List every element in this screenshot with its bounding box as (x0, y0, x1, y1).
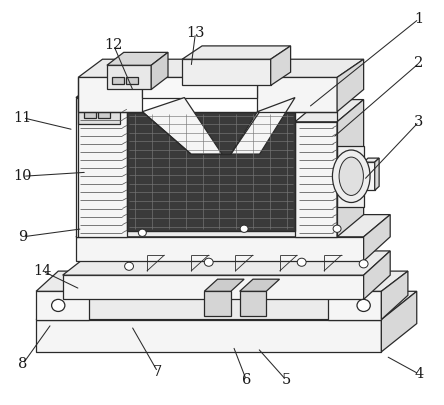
Polygon shape (78, 83, 138, 98)
Polygon shape (84, 110, 96, 118)
Polygon shape (240, 291, 266, 315)
Polygon shape (295, 122, 337, 237)
Polygon shape (364, 215, 390, 261)
Polygon shape (98, 110, 110, 118)
Text: 1: 1 (414, 12, 424, 26)
Polygon shape (328, 291, 381, 320)
Text: 4: 4 (414, 367, 424, 381)
Polygon shape (231, 98, 295, 154)
Polygon shape (36, 291, 417, 320)
Polygon shape (204, 279, 244, 291)
Text: 3: 3 (414, 115, 424, 129)
Circle shape (346, 171, 357, 181)
Text: 13: 13 (186, 26, 205, 40)
Polygon shape (364, 158, 379, 162)
Circle shape (139, 229, 147, 237)
Polygon shape (63, 275, 364, 299)
Circle shape (359, 260, 368, 268)
Polygon shape (337, 146, 364, 207)
Polygon shape (63, 251, 390, 275)
Polygon shape (36, 271, 111, 291)
Circle shape (240, 225, 248, 232)
Polygon shape (240, 279, 280, 291)
Polygon shape (107, 52, 168, 65)
Polygon shape (182, 46, 291, 59)
Circle shape (125, 262, 134, 270)
Polygon shape (78, 98, 120, 124)
Polygon shape (127, 77, 138, 84)
Polygon shape (364, 251, 390, 299)
Polygon shape (182, 59, 271, 85)
Polygon shape (76, 75, 155, 98)
Polygon shape (112, 77, 124, 84)
Circle shape (297, 258, 306, 266)
Text: 8: 8 (18, 357, 28, 371)
Polygon shape (337, 100, 364, 237)
Text: 7: 7 (153, 365, 163, 379)
Text: 5: 5 (281, 373, 291, 387)
Polygon shape (328, 271, 408, 291)
Polygon shape (78, 77, 143, 112)
Ellipse shape (333, 150, 370, 202)
Polygon shape (36, 320, 381, 352)
Text: 10: 10 (14, 169, 32, 183)
Circle shape (357, 299, 370, 311)
Text: 9: 9 (18, 230, 28, 244)
Text: 2: 2 (414, 56, 424, 70)
Text: 11: 11 (14, 111, 32, 125)
Polygon shape (364, 162, 375, 190)
Polygon shape (143, 77, 258, 98)
Polygon shape (258, 77, 337, 112)
Polygon shape (127, 112, 295, 231)
Polygon shape (381, 291, 417, 352)
Polygon shape (36, 291, 89, 320)
Ellipse shape (339, 157, 364, 196)
Polygon shape (78, 59, 166, 77)
Text: 12: 12 (104, 38, 123, 52)
Circle shape (52, 299, 65, 311)
Polygon shape (76, 215, 390, 237)
Circle shape (333, 225, 341, 232)
Polygon shape (258, 59, 364, 77)
Polygon shape (295, 100, 364, 122)
Text: 6: 6 (242, 373, 251, 387)
Polygon shape (76, 237, 364, 261)
Polygon shape (143, 59, 284, 77)
Text: 14: 14 (34, 264, 52, 278)
Polygon shape (375, 158, 379, 190)
Polygon shape (76, 98, 127, 237)
Polygon shape (204, 291, 231, 315)
Polygon shape (381, 271, 408, 320)
Circle shape (204, 258, 213, 266)
Polygon shape (271, 46, 291, 85)
Polygon shape (337, 59, 364, 112)
Polygon shape (143, 98, 222, 154)
Polygon shape (107, 65, 151, 90)
Polygon shape (151, 52, 168, 90)
